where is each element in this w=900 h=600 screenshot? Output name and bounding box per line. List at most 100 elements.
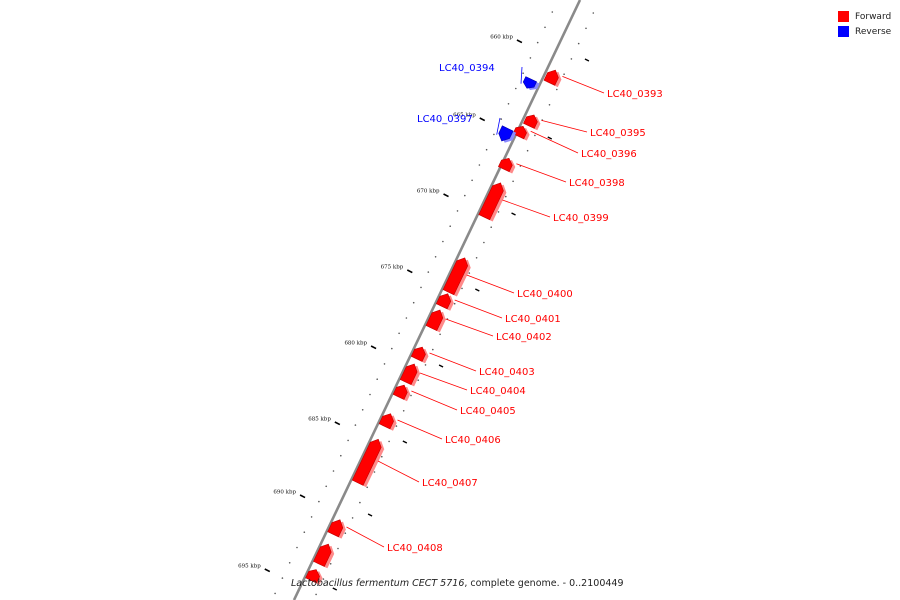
minor-tick (449, 225, 452, 227)
gene-leader-line (429, 352, 477, 372)
gene-label[interactable]: LC40_0404 (470, 386, 526, 397)
gene-label[interactable]: LC40_0403 (479, 367, 535, 378)
minor-tick (310, 516, 313, 518)
gene-label[interactable]: LC40_0407 (422, 478, 478, 489)
major-tick (516, 39, 523, 44)
major-tick-right (367, 513, 373, 517)
minor-tick (359, 501, 361, 504)
gene-arrow[interactable] (435, 293, 452, 310)
gene-label[interactable]: LC40_0408 (387, 543, 443, 554)
gene-arrow[interactable] (478, 182, 504, 221)
gene-label[interactable]: LC40_0393 (607, 89, 663, 100)
genome-caption: Lactobacillus fermentum CECT 5716, compl… (291, 578, 624, 589)
gene-LC40_0396[interactable] (512, 125, 530, 141)
gene-arrow[interactable] (442, 257, 469, 296)
gene-label[interactable]: LC40_0406 (445, 435, 501, 446)
gene-LC40_0402[interactable] (425, 309, 446, 333)
gene-label[interactable]: LC40_0397 (417, 114, 473, 125)
gene-LC40_0394[interactable] (522, 76, 540, 90)
gene-arrow[interactable] (313, 543, 332, 567)
major-tick-right (332, 587, 338, 591)
gene-arrow[interactable] (543, 69, 559, 86)
strand-legend: Forward Reverse (838, 9, 891, 39)
gene-leader-line (346, 526, 385, 548)
major-tick (443, 193, 449, 198)
gene-label[interactable]: LC40_0402 (496, 332, 552, 343)
gene-label[interactable]: LC40_0400 (517, 289, 573, 300)
gene-arrow[interactable] (498, 125, 514, 142)
gene-leader-line (377, 460, 420, 483)
kbp-tick-label: 685 kbp (308, 417, 331, 423)
minor-tick (515, 87, 517, 90)
minor-tick (556, 88, 558, 91)
gene-LC40_0408[interactable] (327, 519, 346, 539)
gene-arrow[interactable] (497, 157, 513, 173)
minor-tick (512, 180, 514, 183)
minor-tick (281, 577, 284, 579)
gene-unlabeled[interactable] (313, 543, 335, 569)
minor-tick (318, 500, 320, 503)
gene-leader-line (445, 318, 494, 337)
minor-tick (344, 532, 347, 534)
gene-LC40_0403[interactable] (410, 346, 429, 364)
minor-tick (373, 471, 376, 473)
gene-LC40_0401[interactable] (435, 293, 454, 311)
minor-tick (398, 332, 400, 335)
gene-LC40_0398[interactable] (497, 157, 516, 174)
gene-LC40_0397[interactable] (498, 125, 517, 143)
major-tick (334, 421, 341, 426)
major-tick-right (511, 212, 516, 216)
legend-forward-label: Forward (855, 11, 892, 22)
minor-tick (442, 240, 444, 243)
gene-LC40_0399[interactable] (478, 182, 507, 222)
kbp-tick-label: 675 kbp (381, 265, 404, 271)
gene-LC40_0395[interactable] (523, 114, 541, 131)
gene-label[interactable]: LC40_0405 (460, 406, 516, 417)
gene-LC40_0393[interactable] (543, 69, 562, 88)
gene-unlabeled[interactable] (305, 569, 323, 585)
genome-backbone (292, 0, 582, 600)
major-tick-right (584, 58, 590, 62)
gene-label[interactable]: LC40_0399 (553, 213, 609, 224)
gene-arrow[interactable] (512, 125, 527, 140)
gene-LC40_0405[interactable] (392, 384, 411, 402)
minor-tick (468, 272, 471, 274)
legend-reverse-label: Reverse (855, 26, 892, 37)
gene-label[interactable]: LC40_0401 (505, 314, 561, 325)
gene-arrow[interactable] (351, 438, 382, 486)
gene-leader-line (496, 117, 501, 135)
minor-tick (570, 58, 573, 60)
gene-arrow[interactable] (523, 114, 538, 129)
gene-leader-line (520, 66, 523, 84)
gene-LC40_0406[interactable] (378, 413, 397, 431)
minor-tick (354, 424, 357, 426)
minor-tick (288, 562, 291, 564)
minor-tick (366, 486, 369, 489)
minor-tick (507, 103, 510, 105)
gene-leader-line (466, 274, 515, 294)
gene-arrow[interactable] (399, 363, 418, 385)
gene-arrow[interactable] (378, 413, 394, 430)
gene-LC40_0404[interactable] (399, 363, 421, 387)
gene-label[interactable]: LC40_0395 (590, 128, 646, 139)
minor-tick (478, 164, 481, 166)
minor-tick (485, 148, 488, 151)
major-tick (479, 117, 486, 122)
gene-arrow[interactable] (305, 569, 320, 584)
minor-tick (369, 393, 371, 396)
kbp-tick-label: 690 kbp (273, 490, 296, 496)
gene-leader-line (454, 299, 503, 319)
gene-leader-line (397, 419, 443, 440)
gene-arrow[interactable] (522, 76, 538, 89)
major-tick-right (547, 136, 553, 140)
gene-LC40_0407[interactable] (351, 438, 385, 488)
gene-LC40_0400[interactable] (442, 257, 471, 297)
gene-label[interactable]: LC40_0394 (439, 63, 495, 74)
gene-arrow[interactable] (425, 309, 444, 331)
gene-arrow[interactable] (392, 384, 408, 400)
gene-label[interactable]: LC40_0398 (569, 178, 625, 189)
gene-arrow[interactable] (410, 346, 426, 362)
minor-tick (296, 546, 298, 549)
gene-arrow[interactable] (327, 519, 344, 538)
gene-label[interactable]: LC40_0396 (581, 149, 637, 160)
